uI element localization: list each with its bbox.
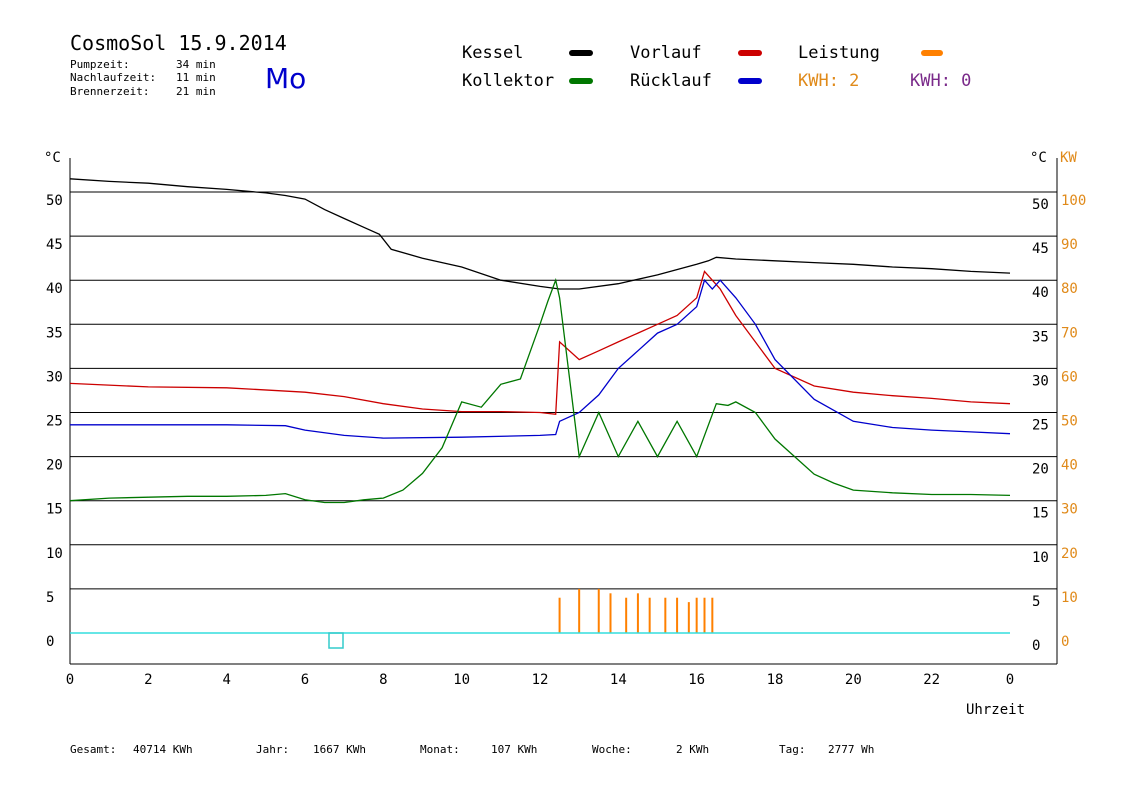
y-tick-right: 45 xyxy=(1032,241,1049,257)
y2-tick: 100 xyxy=(1061,193,1086,209)
y-tick-right: 25 xyxy=(1032,418,1049,434)
power-bars xyxy=(558,588,714,633)
footer-label-woche: Woche: xyxy=(592,743,632,756)
stat-value-brenner: 21 min xyxy=(176,85,216,98)
x-tick: 10 xyxy=(453,672,470,688)
y-tick-right: 10 xyxy=(1032,550,1049,566)
footer-value-gesamt: 40714 KWh xyxy=(133,743,193,756)
x-axis-label: Uhrzeit xyxy=(966,702,1025,718)
x-tick: 8 xyxy=(379,672,387,688)
y-tick-left: 0 xyxy=(46,634,54,650)
x-tick: 6 xyxy=(301,672,309,688)
x-tick: 0 xyxy=(1006,672,1014,688)
series-kollektor-line xyxy=(69,277,1011,504)
y-tick-right: 5 xyxy=(1032,594,1040,610)
x-tick: 4 xyxy=(222,672,230,688)
y2-tick: 90 xyxy=(1061,237,1078,253)
y-tick-left: 50 xyxy=(46,193,63,209)
y-left-unit: °C xyxy=(44,150,61,166)
y-tick-right: 40 xyxy=(1032,285,1049,301)
x-tick: 14 xyxy=(610,672,627,688)
stat-label-nachlauf: Nachlaufzeit: xyxy=(70,71,156,84)
stat-label-brenner: Brennerzeit: xyxy=(70,85,149,98)
y-right-unit: °C xyxy=(1030,150,1047,166)
y-tick-left: 10 xyxy=(46,546,63,562)
stats-block: Pumpzeit: 34 min Nachlaufzeit: 11 min Br… xyxy=(70,58,216,98)
x-tick: 18 xyxy=(767,672,784,688)
footer-value-tag: 2777 Wh xyxy=(828,743,874,756)
y2-tick: 10 xyxy=(1061,590,1078,606)
y2-tick: 40 xyxy=(1061,458,1078,474)
y2-tick: 0 xyxy=(1061,634,1069,650)
y-tick-right: 50 xyxy=(1032,197,1049,213)
stat-label-pump: Pumpzeit: xyxy=(70,58,130,71)
legend-label-leistung: Leistung xyxy=(798,43,880,63)
footer-value-monat: 107 KWh xyxy=(491,743,537,756)
footer-label-jahr: Jahr: xyxy=(256,743,289,756)
y-right2-unit: KW xyxy=(1060,150,1077,166)
y-tick-left: 5 xyxy=(46,590,54,606)
series-kessel-line xyxy=(69,178,1011,290)
y-tick-right: 0 xyxy=(1032,638,1040,654)
legend-label-kollektor: Kollektor xyxy=(462,71,554,91)
y-tick-left: 45 xyxy=(46,237,63,253)
x-tick: 22 xyxy=(923,672,940,688)
x-tick: 20 xyxy=(845,672,862,688)
y-tick-right: 35 xyxy=(1032,329,1049,345)
legend-label-kessel: Kessel xyxy=(462,43,523,63)
y-tick-right: 15 xyxy=(1032,506,1049,522)
footer-value-jahr: 1667 KWh xyxy=(313,743,366,756)
y-tick-left: 25 xyxy=(46,414,63,430)
legend-label-vorlauf: Vorlauf xyxy=(630,43,702,63)
x-tick-labels: 0 2 4 6 8 10 12 14 16 18 20 22 0 xyxy=(66,672,1014,688)
stat-value-pump: 34 min xyxy=(176,58,216,71)
y2-tick: 60 xyxy=(1061,369,1078,385)
y-tick-left: 15 xyxy=(46,502,63,518)
y-tick-left: 40 xyxy=(46,281,63,297)
series-lines xyxy=(69,178,1011,504)
y-tick-left: 30 xyxy=(46,369,63,385)
y2-tick: 50 xyxy=(1061,414,1078,430)
weekday-label: Mo xyxy=(265,62,306,95)
y-tick-right: 20 xyxy=(1032,462,1049,478)
y-tick-left: 35 xyxy=(46,325,63,341)
kwh-label-2: KWH: 0 xyxy=(910,71,971,91)
footer-label-tag: Tag: xyxy=(779,743,806,756)
x-tick: 16 xyxy=(688,672,705,688)
gridlines xyxy=(70,191,1057,590)
series-vorlauf-line xyxy=(69,270,1011,416)
y-tick-right: 30 xyxy=(1032,373,1049,389)
legend: Kessel Vorlauf Leistung Kollektor Rückla… xyxy=(462,43,971,91)
y-tick-left: 20 xyxy=(46,458,63,474)
y2-tick: 30 xyxy=(1061,502,1078,518)
footer-label-monat: Monat: xyxy=(420,743,460,756)
kwh-label-1: KWH: 2 xyxy=(798,71,859,91)
y2-tick: 70 xyxy=(1061,325,1078,341)
footer-stats: Gesamt: 40714 KWh Jahr: 1667 KWh Monat: … xyxy=(70,743,874,756)
y2-tick: 20 xyxy=(1061,546,1078,562)
footer-label-gesamt: Gesamt: xyxy=(70,743,116,756)
series-rcklauf-line xyxy=(70,278,1011,439)
x-tick: 0 xyxy=(66,672,74,688)
x-tick: 12 xyxy=(532,672,549,688)
footer-value-woche: 2 KWh xyxy=(676,743,709,756)
legend-label-ruecklauf: Rücklauf xyxy=(630,71,712,91)
chart-title: CosmoSol 15.9.2014 xyxy=(70,31,287,55)
stat-value-nachlauf: 11 min xyxy=(176,71,216,84)
y2-tick: 80 xyxy=(1061,281,1078,297)
x-tick: 2 xyxy=(144,672,152,688)
y-tick-labels: 0 0 0 5 5 10 10 10 20 15 15 30 20 20 40 25 25 50 30 30 60 35 3… xyxy=(46,193,1086,654)
time-marker xyxy=(328,632,344,649)
